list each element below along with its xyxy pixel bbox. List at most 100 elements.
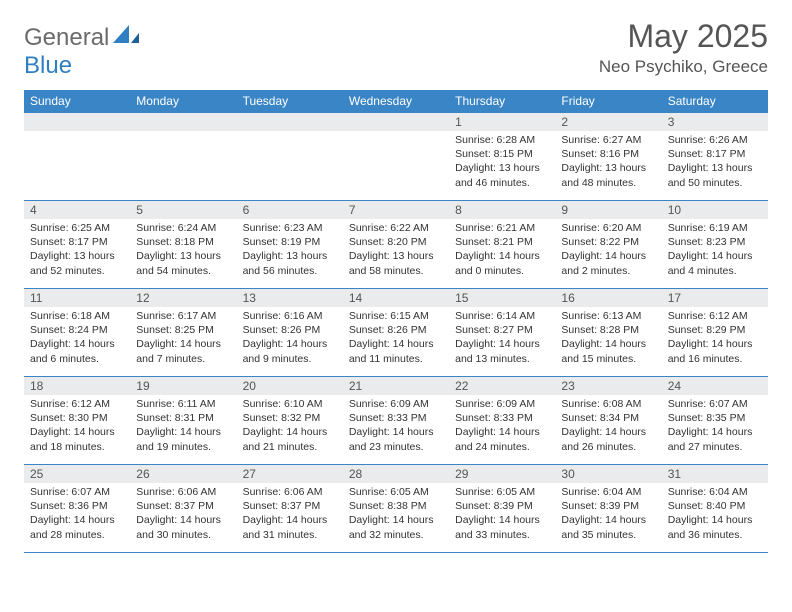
day-line-d2: and 35 minutes.	[561, 528, 655, 542]
day-line-sr: Sunrise: 6:18 AM	[30, 309, 124, 323]
logo: GeneralBlue	[24, 24, 139, 80]
day-line-ss: Sunset: 8:16 PM	[561, 147, 655, 161]
day-number: 13	[237, 289, 343, 307]
day-line-d2: and 21 minutes.	[243, 440, 337, 454]
calendar-cell: 30Sunrise: 6:04 AMSunset: 8:39 PMDayligh…	[555, 465, 661, 553]
day-line-sr: Sunrise: 6:06 AM	[136, 485, 230, 499]
day-line-sr: Sunrise: 6:22 AM	[349, 221, 443, 235]
day-line-ss: Sunset: 8:18 PM	[136, 235, 230, 249]
calendar-cell	[237, 113, 343, 201]
day-line-ss: Sunset: 8:23 PM	[668, 235, 762, 249]
day-line-d1: Daylight: 14 hours	[136, 337, 230, 351]
day-line-sr: Sunrise: 6:23 AM	[243, 221, 337, 235]
day-number: 16	[555, 289, 661, 307]
day-number: 12	[130, 289, 236, 307]
calendar-cell: 8Sunrise: 6:21 AMSunset: 8:21 PMDaylight…	[449, 201, 555, 289]
day-line-d1: Daylight: 13 hours	[455, 161, 549, 175]
day-line-d1: Daylight: 14 hours	[668, 249, 762, 263]
day-body	[343, 131, 449, 137]
day-line-d1: Daylight: 14 hours	[455, 337, 549, 351]
day-line-d1: Daylight: 14 hours	[455, 249, 549, 263]
day-number: 11	[24, 289, 130, 307]
calendar-cell: 10Sunrise: 6:19 AMSunset: 8:23 PMDayligh…	[662, 201, 768, 289]
day-body: Sunrise: 6:24 AMSunset: 8:18 PMDaylight:…	[130, 219, 236, 282]
day-line-d2: and 4 minutes.	[668, 264, 762, 278]
day-line-ss: Sunset: 8:20 PM	[349, 235, 443, 249]
day-number: 1	[449, 113, 555, 131]
calendar-cell: 6Sunrise: 6:23 AMSunset: 8:19 PMDaylight…	[237, 201, 343, 289]
calendar-cell: 2Sunrise: 6:27 AMSunset: 8:16 PMDaylight…	[555, 113, 661, 201]
day-number: 14	[343, 289, 449, 307]
day-line-ss: Sunset: 8:19 PM	[243, 235, 337, 249]
calendar-cell: 13 Sunrise: 6:16 AMSunset: 8:26 PMDayligh…	[237, 289, 343, 377]
day-line-d2: and 33 minutes.	[455, 528, 549, 542]
day-line-d2: and 2 minutes.	[561, 264, 655, 278]
day-line-sr: Sunrise: 6:06 AM	[243, 485, 337, 499]
day-line-d1: Daylight: 13 hours	[349, 249, 443, 263]
day-number: 31	[662, 465, 768, 483]
day-line-sr: Sunrise: 6:04 AM	[561, 485, 655, 499]
day-line-d2: and 13 minutes.	[455, 352, 549, 366]
day-line-ss: Sunset: 8:33 PM	[349, 411, 443, 425]
weekday-header: Saturday	[662, 90, 768, 113]
day-number	[130, 113, 236, 131]
day-line-d1: Daylight: 14 hours	[668, 425, 762, 439]
calendar-cell: 15Sunrise: 6:14 AMSunset: 8:27 PMDayligh…	[449, 289, 555, 377]
day-number	[343, 113, 449, 131]
day-body: Sunrise: 6:06 AMSunset: 8:37 PMDaylight:…	[237, 483, 343, 546]
day-number: 24	[662, 377, 768, 395]
day-body	[130, 131, 236, 137]
day-body: Sunrise: 6:09 AMSunset: 8:33 PMDaylight:…	[449, 395, 555, 458]
day-line-d1: Daylight: 13 hours	[30, 249, 124, 263]
weekday-header: Sunday	[24, 90, 130, 113]
day-body: Sunrise: 6:18 AMSunset: 8:24 PMDaylight:…	[24, 307, 130, 370]
logo-sail-icon	[113, 24, 139, 52]
day-body	[24, 131, 130, 137]
day-line-d1: Daylight: 13 hours	[561, 161, 655, 175]
calendar-cell: 20Sunrise: 6:10 AMSunset: 8:32 PMDayligh…	[237, 377, 343, 465]
day-line-d2: and 6 minutes.	[30, 352, 124, 366]
day-line-ss: Sunset: 8:26 PM	[243, 323, 337, 337]
title-block: May 2025 Neo Psychiko, Greece	[599, 18, 768, 77]
day-body: Sunrise: 6:11 AMSunset: 8:31 PMDaylight:…	[130, 395, 236, 458]
day-body: Sunrise: 6:09 AMSunset: 8:33 PMDaylight:…	[343, 395, 449, 458]
day-body: Sunrise: 6:23 AMSunset: 8:19 PMDaylight:…	[237, 219, 343, 282]
day-line-ss: Sunset: 8:22 PM	[561, 235, 655, 249]
day-line-d2: and 23 minutes.	[349, 440, 443, 454]
calendar-cell: 7Sunrise: 6:22 AMSunset: 8:20 PMDaylight…	[343, 201, 449, 289]
calendar-cell: 9Sunrise: 6:20 AMSunset: 8:22 PMDaylight…	[555, 201, 661, 289]
calendar-cell: 29Sunrise: 6:05 AMSunset: 8:39 PMDayligh…	[449, 465, 555, 553]
day-line-d1: Daylight: 14 hours	[455, 425, 549, 439]
day-line-sr: Sunrise: 6:12 AM	[668, 309, 762, 323]
day-line-d2: and 56 minutes.	[243, 264, 337, 278]
day-number: 4	[24, 201, 130, 219]
day-line-d2: and 58 minutes.	[349, 264, 443, 278]
day-line-sr: Sunrise: 6:28 AM	[455, 133, 549, 147]
day-line-d2: and 15 minutes.	[561, 352, 655, 366]
day-line-ss: Sunset: 8:17 PM	[668, 147, 762, 161]
day-line-d1: Daylight: 14 hours	[136, 425, 230, 439]
day-line-d2: and 7 minutes.	[136, 352, 230, 366]
weekday-header: Thursday	[449, 90, 555, 113]
day-number: 26	[130, 465, 236, 483]
day-line-ss: Sunset: 8:30 PM	[30, 411, 124, 425]
day-body: Sunrise: 6:07 AMSunset: 8:35 PMDaylight:…	[662, 395, 768, 458]
day-line-d2: and 19 minutes.	[136, 440, 230, 454]
day-line-d2: and 52 minutes.	[30, 264, 124, 278]
calendar-cell: 24Sunrise: 6:07 AMSunset: 8:35 PMDayligh…	[662, 377, 768, 465]
day-line-ss: Sunset: 8:38 PM	[349, 499, 443, 513]
calendar-cell: 21Sunrise: 6:09 AMSunset: 8:33 PMDayligh…	[343, 377, 449, 465]
day-line-sr: Sunrise: 6:10 AM	[243, 397, 337, 411]
day-line-d1: Daylight: 14 hours	[243, 337, 337, 351]
calendar-row: 1Sunrise: 6:28 AMSunset: 8:15 PMDaylight…	[24, 113, 768, 201]
day-line-sr: Sunrise: 6:11 AM	[136, 397, 230, 411]
day-body: Sunrise: 6:10 AMSunset: 8:32 PMDaylight:…	[237, 395, 343, 458]
day-body: Sunrise: 6:13 AMSunset: 8:28 PMDaylight:…	[555, 307, 661, 370]
day-line-sr: Sunrise: 6:15 AM	[349, 309, 443, 323]
calendar-cell	[24, 113, 130, 201]
day-body: Sunrise: 6:20 AMSunset: 8:22 PMDaylight:…	[555, 219, 661, 282]
day-number: 8	[449, 201, 555, 219]
day-line-sr: Sunrise: 6:16 AM	[243, 309, 337, 323]
day-line-d1: Daylight: 13 hours	[136, 249, 230, 263]
day-line-sr: Sunrise: 6:26 AM	[668, 133, 762, 147]
